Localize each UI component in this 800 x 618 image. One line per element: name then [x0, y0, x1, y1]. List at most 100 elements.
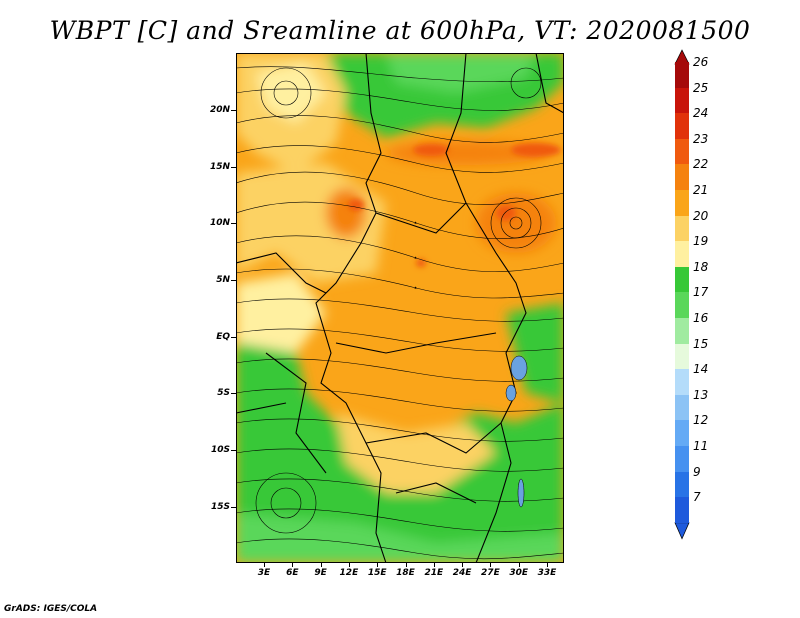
latitude-label: 15N — [209, 162, 230, 172]
latitude-label: 20N — [209, 105, 230, 115]
legend-label: 11 — [693, 439, 709, 453]
legend-swatch — [675, 343, 689, 370]
footer-credit: GrADS: IGES/COLA — [4, 604, 98, 614]
country-borders — [236, 53, 564, 563]
longitude-tick — [490, 563, 492, 567]
legend-label: 26 — [693, 55, 709, 69]
legend-item: 21 — [675, 183, 745, 216]
longitude-tick — [320, 563, 322, 567]
longitude-tick — [547, 563, 548, 567]
latitude-tick — [231, 393, 236, 394]
longitude-label: 6E — [286, 568, 299, 578]
longitude-tick — [405, 563, 407, 567]
legend-swatch — [675, 471, 689, 498]
lakes — [505, 355, 528, 508]
latitude-label: EQ — [216, 332, 230, 342]
legend-label: 12 — [693, 413, 709, 428]
longitude-tick — [462, 563, 464, 567]
longitude-label: 3E — [257, 568, 271, 578]
legend-item: 7 — [675, 490, 745, 523]
longitude-label: 15E — [367, 568, 387, 578]
legend-item: 9 — [675, 465, 745, 498]
streamlines — [236, 66, 564, 560]
legend-label: 21 — [693, 183, 709, 197]
legend-swatch — [675, 241, 689, 267]
legend-swatch — [675, 420, 689, 446]
legend-item: 13 — [675, 388, 745, 421]
latitude-label: 10N — [209, 218, 230, 228]
legend-bottom-arrow — [674, 522, 690, 540]
latitude-tick — [231, 450, 236, 451]
longitude-tick — [348, 563, 350, 567]
legend-swatch — [675, 446, 689, 472]
legend-label: 18 — [693, 259, 709, 274]
legend-label: 14 — [693, 362, 709, 377]
legend-label: 25 — [693, 80, 709, 95]
latitude-label: 5N — [216, 275, 230, 285]
legend-swatch — [675, 138, 689, 165]
legend-label: 19 — [693, 234, 709, 249]
legend-item: 11 — [675, 439, 745, 472]
legend-swatch — [675, 215, 689, 242]
legend-item: 26 — [675, 55, 745, 88]
legend-item: 16 — [675, 311, 745, 344]
legend-label: 17 — [693, 285, 709, 300]
longitude-label: 9E — [314, 568, 327, 578]
latitude-tick — [231, 110, 236, 111]
legend-swatch — [675, 266, 689, 293]
longitude-label: 12E — [339, 568, 359, 578]
latitude-tick — [231, 337, 236, 338]
longitude-label: 27E — [481, 568, 500, 578]
legend-item: 14 — [675, 362, 745, 395]
legend-swatch — [675, 190, 689, 216]
legend-label: 9 — [693, 464, 701, 479]
latitude-label: 5S — [217, 388, 230, 398]
latitude-tick — [231, 280, 236, 281]
legend-swatch — [675, 164, 689, 190]
legend-label: 13 — [693, 387, 709, 402]
legend-swatch — [675, 113, 689, 139]
legend-item: 15 — [675, 337, 745, 370]
legend-swatch — [675, 394, 689, 421]
longitude-tick — [433, 563, 435, 567]
legend-swatch — [675, 369, 689, 395]
legend-label: 24 — [693, 106, 709, 121]
legend-label: 7 — [693, 490, 701, 505]
legend-item: 25 — [675, 81, 745, 114]
longitude-label: 30E — [509, 568, 529, 578]
map-plot-area — [236, 53, 564, 563]
latitude-label: 15S — [210, 502, 230, 512]
legend-item: 18 — [675, 260, 745, 293]
latitude-tick — [231, 167, 236, 168]
legend-label: 22 — [693, 157, 709, 172]
legend-item: 20 — [675, 209, 745, 242]
legend-item: 22 — [675, 157, 745, 190]
longitude-tick — [518, 563, 520, 567]
legend-label: 23 — [693, 131, 709, 146]
map-field-svg — [236, 53, 564, 563]
color-legend: 26 25 24 23 22 21 20 19 18 17 16 15 14 13 12 11 9 7 — [674, 49, 745, 562]
latitude-tick — [231, 507, 236, 508]
legend-label: 15 — [693, 336, 709, 351]
longitude-label: 18E — [396, 568, 415, 578]
latitude-tick — [231, 223, 236, 224]
legend-item: 23 — [675, 132, 745, 165]
legend-swatch — [675, 292, 689, 318]
legend-item: 12 — [675, 413, 745, 446]
legend-swatch — [675, 318, 689, 344]
legend-label: 16 — [693, 311, 709, 325]
longitude-label: 33E — [537, 568, 557, 578]
legend-swatch — [675, 87, 689, 114]
legend-item: 19 — [675, 234, 745, 267]
latitude-label: 10S — [210, 445, 230, 455]
legend-swatch — [675, 497, 689, 523]
longitude-label: 24E — [452, 568, 472, 578]
legend-label: 20 — [693, 208, 709, 223]
longitude-tick — [264, 563, 265, 567]
legend-item: 24 — [675, 106, 745, 139]
legend-swatch — [675, 62, 689, 88]
legend-arrows — [674, 49, 690, 540]
longitude-label: 21E — [424, 568, 444, 578]
longitude-tick — [292, 563, 294, 567]
map-title: WBPT [C] and Sreamline at 600hPa, VT: 20… — [49, 16, 751, 45]
